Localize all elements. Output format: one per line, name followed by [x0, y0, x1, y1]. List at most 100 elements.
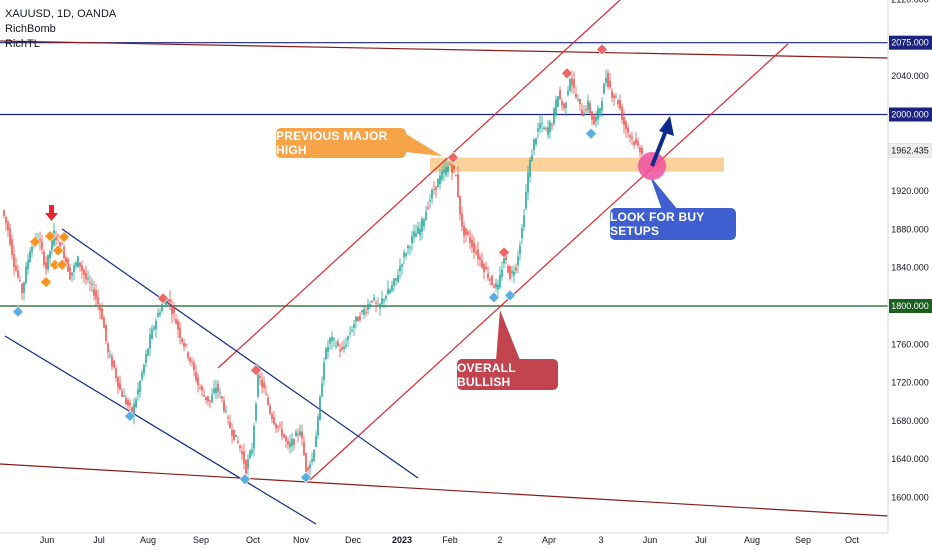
candle-body — [401, 264, 403, 267]
candle-body — [517, 256, 519, 266]
candle-body — [89, 282, 91, 284]
candle-body — [337, 341, 339, 347]
candle-body — [29, 251, 31, 263]
candle-body — [601, 101, 603, 111]
price-level-tag[interactable] — [889, 35, 932, 50]
candle-body — [515, 267, 517, 271]
current-price-tag[interactable] — [888, 143, 932, 158]
candle-body — [521, 228, 523, 238]
candle-body — [343, 346, 345, 350]
candle-body — [569, 79, 571, 91]
candle-body — [611, 91, 613, 98]
candle-body — [367, 304, 369, 310]
orange-signal-marker[interactable] — [40, 276, 52, 288]
time-tick-label: 2023 — [392, 535, 412, 545]
sell-signal-marker[interactable] — [596, 43, 608, 56]
candle-body — [47, 254, 49, 270]
candle-body — [43, 251, 45, 265]
candle-body — [81, 265, 83, 271]
candles — [3, 69, 643, 480]
price-level-tag[interactable] — [889, 299, 932, 313]
sell-signal-marker[interactable] — [561, 67, 573, 80]
candle-body — [69, 267, 71, 280]
buy-signal-marker[interactable] — [488, 291, 500, 304]
candle-body — [561, 100, 563, 106]
orange-signal-marker[interactable] — [44, 230, 56, 243]
candle-body — [293, 438, 295, 445]
resistance-trendline — [0, 40, 888, 59]
candle-body — [353, 324, 355, 328]
time-tick-label: Oct — [246, 535, 261, 545]
candle-body — [327, 346, 329, 353]
candle-body — [547, 127, 549, 136]
price-tick-label: 2120.000 — [891, 0, 929, 5]
candle-body — [375, 302, 377, 304]
candle-body — [359, 315, 361, 321]
candle-body — [245, 460, 247, 474]
candle-body — [439, 175, 441, 185]
orange-signal-marker[interactable] — [58, 231, 70, 243]
candle-body — [3, 210, 5, 217]
candle-body — [463, 225, 465, 236]
candle-body — [299, 431, 301, 436]
candle-body — [625, 121, 627, 130]
candle-body — [489, 279, 491, 281]
candle-body — [73, 265, 75, 272]
candle-body — [85, 273, 87, 280]
candle-body — [459, 195, 461, 215]
candle-body — [619, 99, 621, 109]
candle-body — [545, 127, 547, 129]
candle-body — [195, 372, 197, 381]
candle-body — [587, 100, 589, 110]
sell-signal-marker[interactable] — [250, 364, 262, 377]
buy-signal-marker[interactable] — [124, 410, 136, 423]
candle-body — [373, 297, 375, 301]
buy-signal-marker[interactable] — [504, 289, 516, 302]
indicator-richtl-label[interactable]: RichTL — [5, 38, 40, 50]
candle-body — [129, 402, 131, 406]
sell-signal-marker[interactable] — [498, 246, 510, 259]
support-trendline — [0, 463, 888, 517]
candle-body — [395, 278, 397, 281]
indicator-richbomb-label[interactable]: RichBomb — [5, 23, 56, 35]
candle-body — [553, 108, 555, 124]
candle-body — [469, 236, 471, 244]
buy-signal-marker[interactable] — [12, 305, 24, 318]
candle-body — [535, 138, 537, 145]
sell-signal-marker[interactable] — [447, 151, 459, 164]
time-tick-label: 3 — [598, 535, 603, 545]
candle-body — [309, 464, 311, 469]
orange-signal-marker[interactable] — [56, 258, 68, 271]
candle-body — [591, 111, 593, 120]
candle-body — [141, 372, 143, 379]
time-tick-label: Sep — [795, 535, 811, 545]
candle-body — [269, 405, 271, 414]
price-tick-label: 1760.000 — [891, 339, 929, 349]
sell-signal-marker[interactable] — [157, 292, 169, 305]
buy-signal-marker[interactable] — [585, 127, 597, 140]
candle-body — [593, 116, 595, 125]
candle-body — [329, 337, 331, 344]
candle-body — [211, 394, 213, 403]
price-tick-label: 1640.000 — [891, 454, 929, 464]
price-tick-label: 1600.000 — [891, 493, 929, 503]
price-tick-label: 1880.000 — [891, 224, 929, 234]
symbol-label[interactable]: XAUUSD, 1D, OANDA — [5, 8, 117, 20]
candle-body — [451, 164, 453, 174]
buy-signal-marker[interactable] — [300, 471, 312, 484]
orange-signal-marker[interactable] — [52, 244, 64, 257]
candle-body — [551, 124, 553, 126]
sell-arrow-icon — [45, 205, 58, 221]
price-level-tag[interactable] — [889, 107, 932, 122]
orange-signal-marker[interactable] — [29, 235, 41, 248]
candle-body — [453, 165, 455, 170]
candle-body — [385, 295, 387, 299]
candle-body — [297, 434, 299, 436]
candle-body — [617, 99, 619, 105]
candle-body — [203, 395, 205, 397]
candle-body — [555, 99, 557, 116]
buy-signal-marker[interactable] — [239, 473, 251, 486]
candle-body — [549, 122, 551, 133]
candle-body — [429, 200, 431, 202]
